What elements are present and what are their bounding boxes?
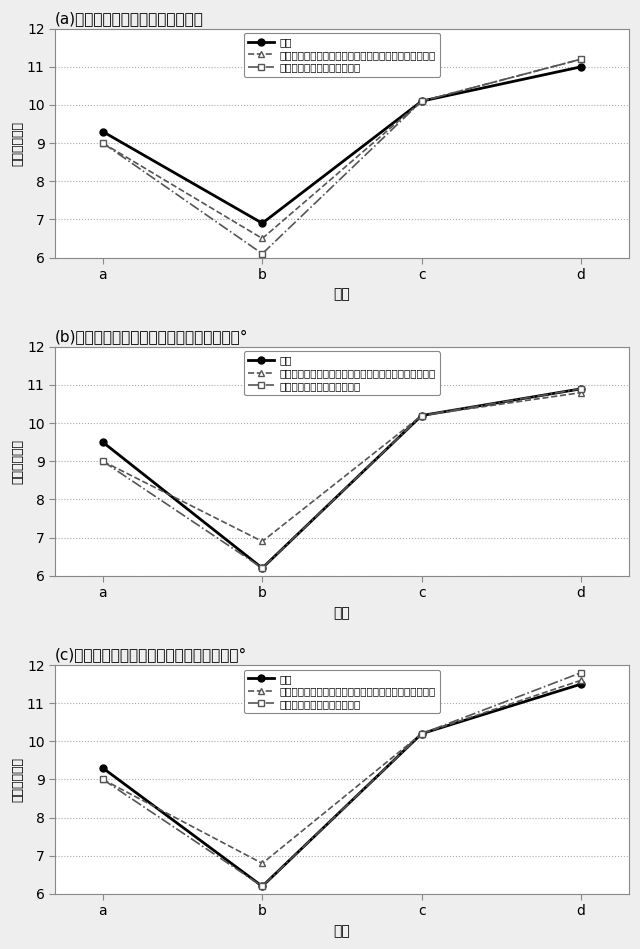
Line: 計算（面内異方性のみ考慮）: 計算（面内異方性のみ考慮） xyxy=(99,56,584,257)
Line: 実験: 実験 xyxy=(99,385,584,571)
X-axis label: 位置: 位置 xyxy=(333,924,350,938)
計算（面内異方性に加えて板厚断面内の異方性も考慮） xyxy=(418,410,426,421)
Text: (b)円周方向の測定位置が圧延方向から４５°: (b)円周方向の測定位置が圧延方向から４５° xyxy=(55,329,248,344)
実験 xyxy=(99,437,107,448)
計算（面内異方性に加えて板厚断面内の異方性も考慮） xyxy=(99,773,107,785)
Text: (a)円周方向の測定位置が圧延方向: (a)円周方向の測定位置が圧延方向 xyxy=(55,11,204,27)
計算（面内異方性に加えて板厚断面内の異方性も考慮） xyxy=(418,728,426,739)
計算（面内異方性のみ考慮） xyxy=(418,96,426,107)
実験 xyxy=(418,728,426,739)
計算（面内異方性のみ考慮） xyxy=(259,563,266,574)
計算（面内異方性のみ考慮） xyxy=(577,383,585,395)
Line: 計算（面内異方性のみ考慮）: 計算（面内異方性のみ考慮） xyxy=(99,385,584,571)
実験 xyxy=(259,563,266,574)
Line: 実験: 実験 xyxy=(99,64,584,227)
Y-axis label: 板厚（ｍｍ）: 板厚（ｍｍ） xyxy=(11,757,24,802)
計算（面内異方性のみ考慮） xyxy=(99,773,107,785)
計算（面内異方性に加えて板厚断面内の異方性も考慮） xyxy=(577,675,585,686)
実験 xyxy=(99,126,107,138)
計算（面内異方性に加えて板厚断面内の異方性も考慮） xyxy=(99,138,107,149)
Line: 計算（面内異方性に加えて板厚断面内の異方性も考慮）: 計算（面内異方性に加えて板厚断面内の異方性も考慮） xyxy=(99,677,584,866)
X-axis label: 位置: 位置 xyxy=(333,605,350,620)
計算（面内異方性のみ考慮） xyxy=(99,138,107,149)
計算（面内異方性のみ考慮） xyxy=(259,881,266,892)
実験 xyxy=(259,881,266,892)
Y-axis label: 板厚（ｍｍ）: 板厚（ｍｍ） xyxy=(11,438,24,484)
Legend: 実験, 計算（面内異方性に加えて板厚断面内の異方性も考慮）, 計算（面内異方性のみ考慮）: 実験, 計算（面内異方性に加えて板厚断面内の異方性も考慮）, 計算（面内異方性の… xyxy=(244,33,440,77)
計算（面内異方性に加えて板厚断面内の異方性も考慮） xyxy=(577,53,585,65)
Legend: 実験, 計算（面内異方性に加えて板厚断面内の異方性も考慮）, 計算（面内異方性のみ考慮）: 実験, 計算（面内異方性に加えて板厚断面内の異方性も考慮）, 計算（面内異方性の… xyxy=(244,351,440,395)
計算（面内異方性に加えて板厚断面内の異方性も考慮） xyxy=(99,456,107,467)
Text: (c)円周方向の測定位置が圧延方向から９０°: (c)円周方向の測定位置が圧延方向から９０° xyxy=(55,647,247,662)
Line: 計算（面内異方性に加えて板厚断面内の異方性も考慮）: 計算（面内異方性に加えて板厚断面内の異方性も考慮） xyxy=(99,389,584,545)
Line: 実験: 実験 xyxy=(99,680,584,890)
計算（面内異方性のみ考慮） xyxy=(577,667,585,679)
Line: 計算（面内異方性に加えて板厚断面内の異方性も考慮）: 計算（面内異方性に加えて板厚断面内の異方性も考慮） xyxy=(99,56,584,242)
計算（面内異方性に加えて板厚断面内の異方性も考慮） xyxy=(418,96,426,107)
実験 xyxy=(259,217,266,229)
実験 xyxy=(99,762,107,773)
計算（面内異方性に加えて板厚断面内の異方性も考慮） xyxy=(259,233,266,244)
実験 xyxy=(577,679,585,690)
実験 xyxy=(577,61,585,72)
計算（面内異方性のみ考慮） xyxy=(577,53,585,65)
計算（面内異方性に加えて板厚断面内の異方性も考慮） xyxy=(259,535,266,547)
X-axis label: 位置: 位置 xyxy=(333,288,350,302)
計算（面内異方性のみ考慮） xyxy=(99,456,107,467)
計算（面内異方性のみ考慮） xyxy=(259,248,266,259)
Y-axis label: 板厚（ｍｍ）: 板厚（ｍｍ） xyxy=(11,121,24,166)
実験 xyxy=(577,383,585,395)
計算（面内異方性のみ考慮） xyxy=(418,410,426,421)
実験 xyxy=(418,410,426,421)
計算（面内異方性に加えて板厚断面内の異方性も考慮） xyxy=(577,387,585,399)
計算（面内異方性のみ考慮） xyxy=(418,728,426,739)
実験 xyxy=(418,96,426,107)
Line: 計算（面内異方性のみ考慮）: 計算（面内異方性のみ考慮） xyxy=(99,669,584,890)
計算（面内異方性に加えて板厚断面内の異方性も考慮） xyxy=(259,858,266,869)
Legend: 実験, 計算（面内異方性に加えて板厚断面内の異方性も考慮）, 計算（面内異方性のみ考慮）: 実験, 計算（面内異方性に加えて板厚断面内の異方性も考慮）, 計算（面内異方性の… xyxy=(244,670,440,713)
